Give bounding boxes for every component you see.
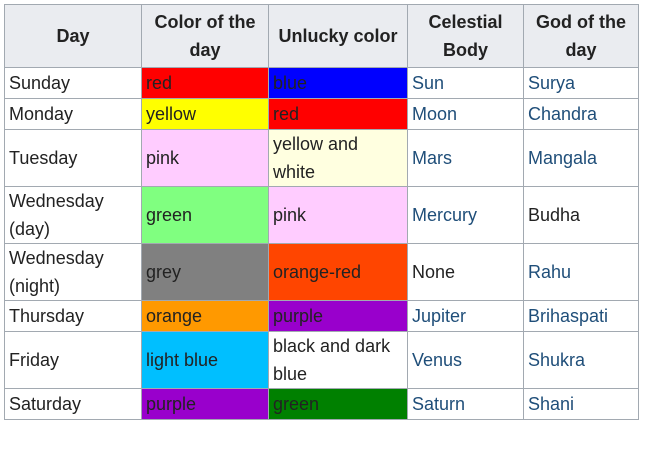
day-cell: Thursday xyxy=(4,300,142,332)
header-celestial-body: Celestial Body xyxy=(407,4,524,68)
unlucky-color-cell: blue xyxy=(268,67,408,99)
god-cell[interactable]: Shani xyxy=(523,388,639,420)
god-cell: Budha xyxy=(523,186,639,244)
color-cell: yellow xyxy=(141,98,269,130)
god-cell[interactable]: Surya xyxy=(523,67,639,99)
table-row: Thursday orange purple Jupiter Brihaspati xyxy=(4,300,639,332)
header-color-of-the-day: Color of the day xyxy=(141,4,269,68)
day-cell: Wednesday (night) xyxy=(4,243,142,301)
table-row: Monday yellow red Moon Chandra xyxy=(4,98,639,130)
celestial-body-cell[interactable]: Mercury xyxy=(407,186,524,244)
celestial-body-cell[interactable]: Mars xyxy=(407,129,524,187)
color-cell: red xyxy=(141,67,269,99)
unlucky-color-cell: yellow and white xyxy=(268,129,408,187)
color-cell: grey xyxy=(141,243,269,301)
table-row: Wednesday (day) green pink Mercury Budha xyxy=(4,186,639,244)
day-cell: Friday xyxy=(4,331,142,389)
color-cell: purple xyxy=(141,388,269,420)
unlucky-color-cell: red xyxy=(268,98,408,130)
color-cell: light blue xyxy=(141,331,269,389)
god-cell[interactable]: Rahu xyxy=(523,243,639,301)
unlucky-color-cell: purple xyxy=(268,300,408,332)
table-row: Wednesday (night) grey orange-red None Rahu xyxy=(4,243,639,301)
unlucky-color-cell: green xyxy=(268,388,408,420)
table-row: Sunday red blue Sun Surya xyxy=(4,67,639,99)
celestial-body-cell[interactable]: Moon xyxy=(407,98,524,130)
weekday-colors-table: Day Color of the day Unlucky color Celes… xyxy=(4,4,639,420)
header-god-of-the-day: God of the day xyxy=(523,4,639,68)
color-cell: green xyxy=(141,186,269,244)
god-cell[interactable]: Chandra xyxy=(523,98,639,130)
day-cell: Tuesday xyxy=(4,129,142,187)
god-cell[interactable]: Mangala xyxy=(523,129,639,187)
day-cell: Saturday xyxy=(4,388,142,420)
table-header-row: Day Color of the day Unlucky color Celes… xyxy=(4,4,639,68)
table-body: Sunday red blue Sun Surya Monday yellow red Moo… xyxy=(4,67,639,420)
god-cell[interactable]: Shukra xyxy=(523,331,639,389)
day-cell: Wednesday (day) xyxy=(4,186,142,244)
unlucky-color-cell: black and dark blue xyxy=(268,331,408,389)
color-cell: pink xyxy=(141,129,269,187)
header-day: Day xyxy=(4,4,142,68)
celestial-body-cell: None xyxy=(407,243,524,301)
celestial-body-cell[interactable]: Venus xyxy=(407,331,524,389)
table-row: Tuesday pink yellow and white Mars Mangala xyxy=(4,129,639,187)
header-unlucky-color: Unlucky color xyxy=(268,4,408,68)
day-cell: Sunday xyxy=(4,67,142,99)
color-cell: orange xyxy=(141,300,269,332)
unlucky-color-cell: orange-red xyxy=(268,243,408,301)
day-cell: Monday xyxy=(4,98,142,130)
table-row: Friday light blue black and dark blue Venus… xyxy=(4,331,639,389)
god-cell[interactable]: Brihaspati xyxy=(523,300,639,332)
celestial-body-cell[interactable]: Jupiter xyxy=(407,300,524,332)
celestial-body-cell[interactable]: Sun xyxy=(407,67,524,99)
table-row: Saturday purple green Saturn Shani xyxy=(4,388,639,420)
unlucky-color-cell: pink xyxy=(268,186,408,244)
celestial-body-cell[interactable]: Saturn xyxy=(407,388,524,420)
